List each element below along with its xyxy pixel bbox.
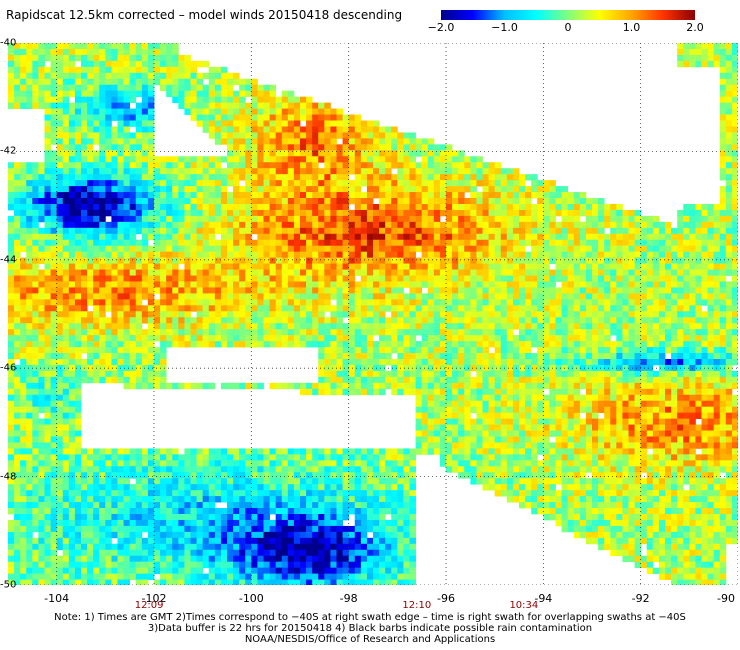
note-line-3: NOAA/NESDIS/Office of Research and Appli… (244, 634, 496, 645)
colorbar-tick: 2.0 (686, 21, 704, 34)
longitude-tick-label: -96 (437, 592, 455, 605)
chart-title: Rapidscat 12.5km corrected – model winds… (6, 8, 403, 22)
longitude-tick-label: -100 (238, 592, 264, 605)
note-line-1: Note: 1) Times are GMT 2)Times correspon… (54, 612, 686, 623)
longitude-tick-label: -90 (717, 592, 735, 605)
longitude-tick-label: -92 (631, 592, 650, 605)
latitude-tick-label: -46 (0, 362, 17, 374)
notes: Note: 1) Times are GMT 2)Times correspon… (0, 612, 740, 645)
colorbar-tick: −1.0 (491, 21, 518, 34)
latitude-tick-label: -40 (0, 37, 17, 49)
longitude-tick-label: -98 (339, 592, 358, 605)
longitude-tick-label: -94 (534, 592, 553, 605)
swath-time-label: 12:10 (402, 600, 432, 611)
latitude-tick-label: -48 (0, 471, 17, 483)
longitude-tick-label: -102 (141, 592, 167, 605)
colorbar-tick: 1.0 (622, 21, 641, 34)
swath-time-label: 10:34 (509, 600, 539, 611)
latitude-tick-label: -50 (0, 579, 17, 591)
colorbar-tick: −2.0 (427, 21, 455, 34)
swath-time-label: 12:09 (134, 600, 164, 611)
note-line-2: 3)Data buffer is 22 hrs for 20150418 4) … (147, 623, 593, 634)
wind-field-cells (8, 43, 738, 585)
latitude-tick-label: -44 (0, 254, 17, 266)
longitude-tick-label: -104 (44, 592, 70, 605)
colorbar (441, 10, 695, 20)
colorbar-tick: 0 (564, 21, 572, 34)
wind-difference-map (8, 43, 738, 585)
map-gridlines (8, 43, 738, 585)
latitude-tick-label: -42 (0, 145, 17, 157)
